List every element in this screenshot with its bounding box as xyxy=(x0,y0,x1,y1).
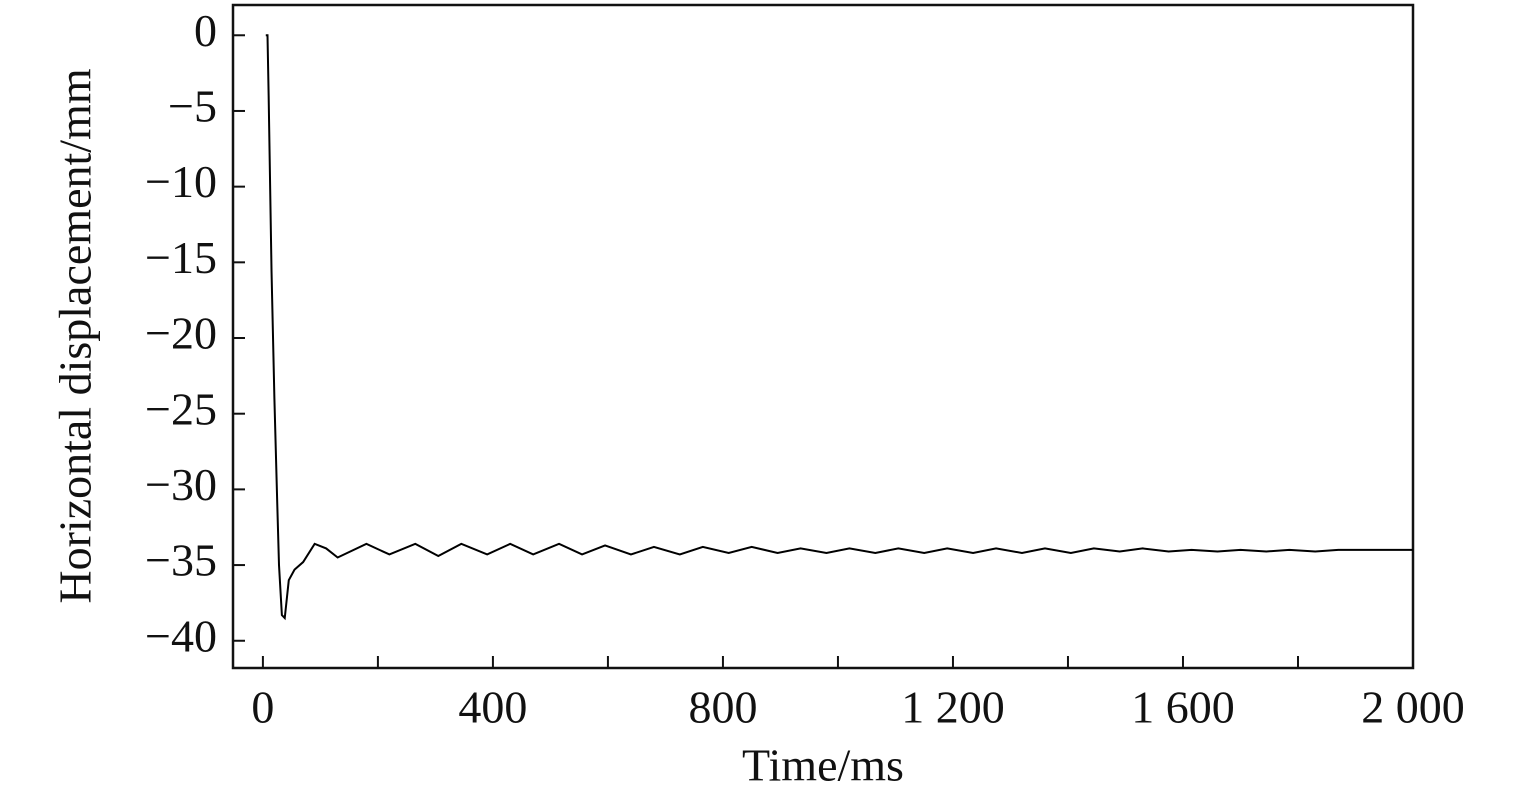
y-tick-label: −25 xyxy=(145,383,217,434)
plot-frame xyxy=(231,3,1415,670)
x-tick-label: 0 xyxy=(251,682,274,733)
y-tick-label: −5 xyxy=(168,81,217,132)
data-line xyxy=(265,34,1413,621)
y-axis-label: Horizontal displacement/mm xyxy=(50,68,101,603)
x-tick-label: 2 000 xyxy=(1361,682,1465,733)
x-tick-label: 1 200 xyxy=(901,682,1005,733)
x-tick-label: 800 xyxy=(688,682,757,733)
y-tick-label: −40 xyxy=(145,610,217,661)
y-tick-label: −10 xyxy=(145,156,217,207)
y-tick-label: −20 xyxy=(145,308,217,359)
y-tick-label: −15 xyxy=(145,232,217,283)
y-tick-label: −30 xyxy=(145,459,217,510)
y-tick-label: −35 xyxy=(145,535,217,586)
x-tick-label: 1 600 xyxy=(1131,682,1235,733)
x-tick-label: 400 xyxy=(458,682,527,733)
x-axis-label: Time/ms xyxy=(742,740,904,791)
y-tick-label: 0 xyxy=(194,5,217,56)
